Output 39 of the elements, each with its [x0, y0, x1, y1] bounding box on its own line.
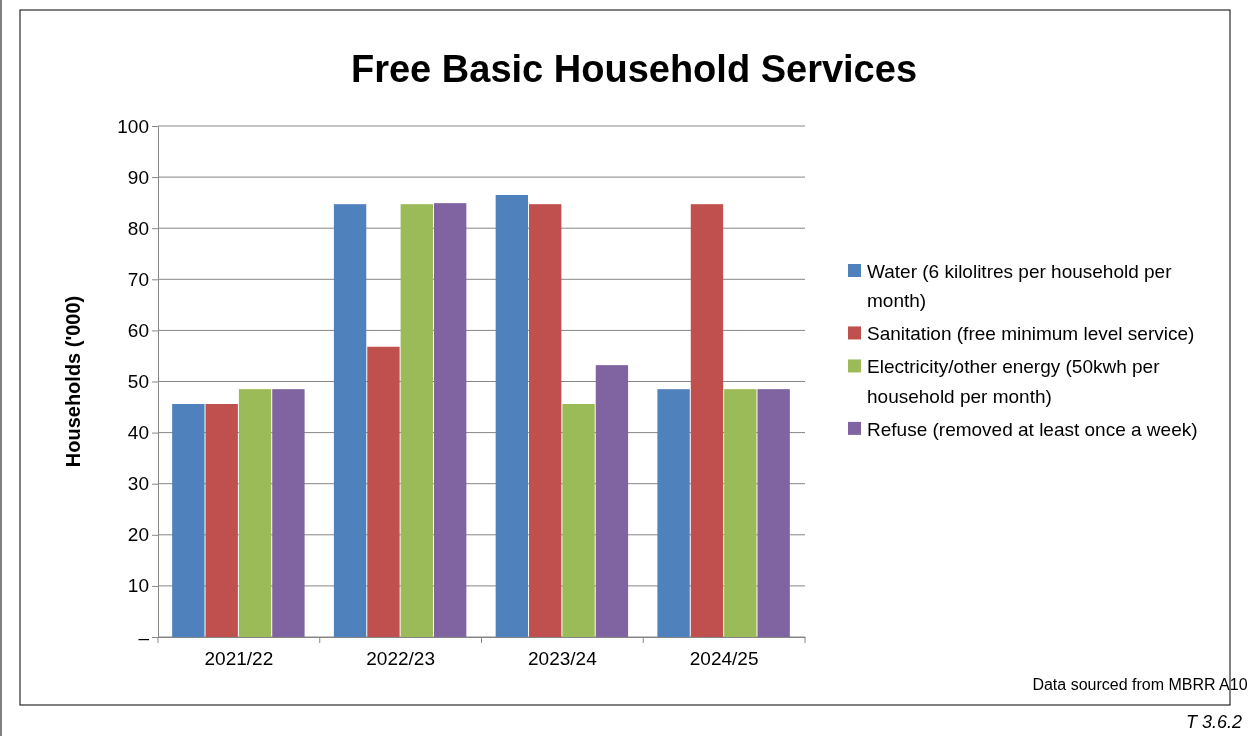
bar	[333, 204, 367, 637]
bar	[657, 389, 690, 637]
x-tick-label: 2023/24	[528, 647, 598, 669]
bar	[495, 194, 529, 637]
y-tick-label: 60	[127, 319, 149, 341]
bar	[272, 389, 305, 637]
x-tick-label: 2022/23	[366, 647, 435, 669]
bar	[400, 204, 433, 637]
y-tick-label: 50	[127, 371, 149, 393]
y-tick-label: 70	[127, 268, 149, 290]
y-tick-label: 100	[117, 115, 149, 137]
legend-label: Sanitation (free minimum level service)	[867, 323, 1195, 345]
x-tick-label: 2024/25	[689, 647, 759, 669]
text: Data sourced from MBRR A10	[1032, 676, 1248, 693]
x-tick-label: 2021/22	[204, 647, 274, 669]
text: T 3.6.2	[1185, 712, 1242, 732]
bar	[595, 365, 629, 637]
bar	[690, 204, 724, 637]
bar	[433, 203, 467, 637]
y-tick-label: 20	[127, 524, 149, 546]
bar	[562, 403, 595, 637]
y-tick-label: 30	[127, 473, 149, 495]
y-tick-label: 40	[127, 422, 149, 444]
legend-label: Water (6 kilolitres per household per month)	[867, 261, 1173, 312]
y-tick-label: 80	[127, 217, 149, 239]
bar	[529, 204, 562, 637]
bar	[205, 403, 238, 637]
y-tick-label: –	[138, 626, 150, 648]
y-axis-title: Households ('000)	[62, 295, 84, 468]
bar	[238, 389, 272, 637]
legend-label: Electricity/other energy (50kwh per household per month)	[867, 356, 1161, 407]
bar	[757, 389, 790, 637]
chart-title: Free Basic Household Services	[350, 48, 918, 90]
bar	[172, 403, 205, 637]
legend-label: Refuse (removed at least once a week)	[867, 418, 1198, 440]
y-tick-label: 90	[127, 166, 149, 188]
y-tick-label: 10	[127, 575, 149, 597]
bar	[367, 346, 400, 637]
bar	[724, 389, 757, 637]
